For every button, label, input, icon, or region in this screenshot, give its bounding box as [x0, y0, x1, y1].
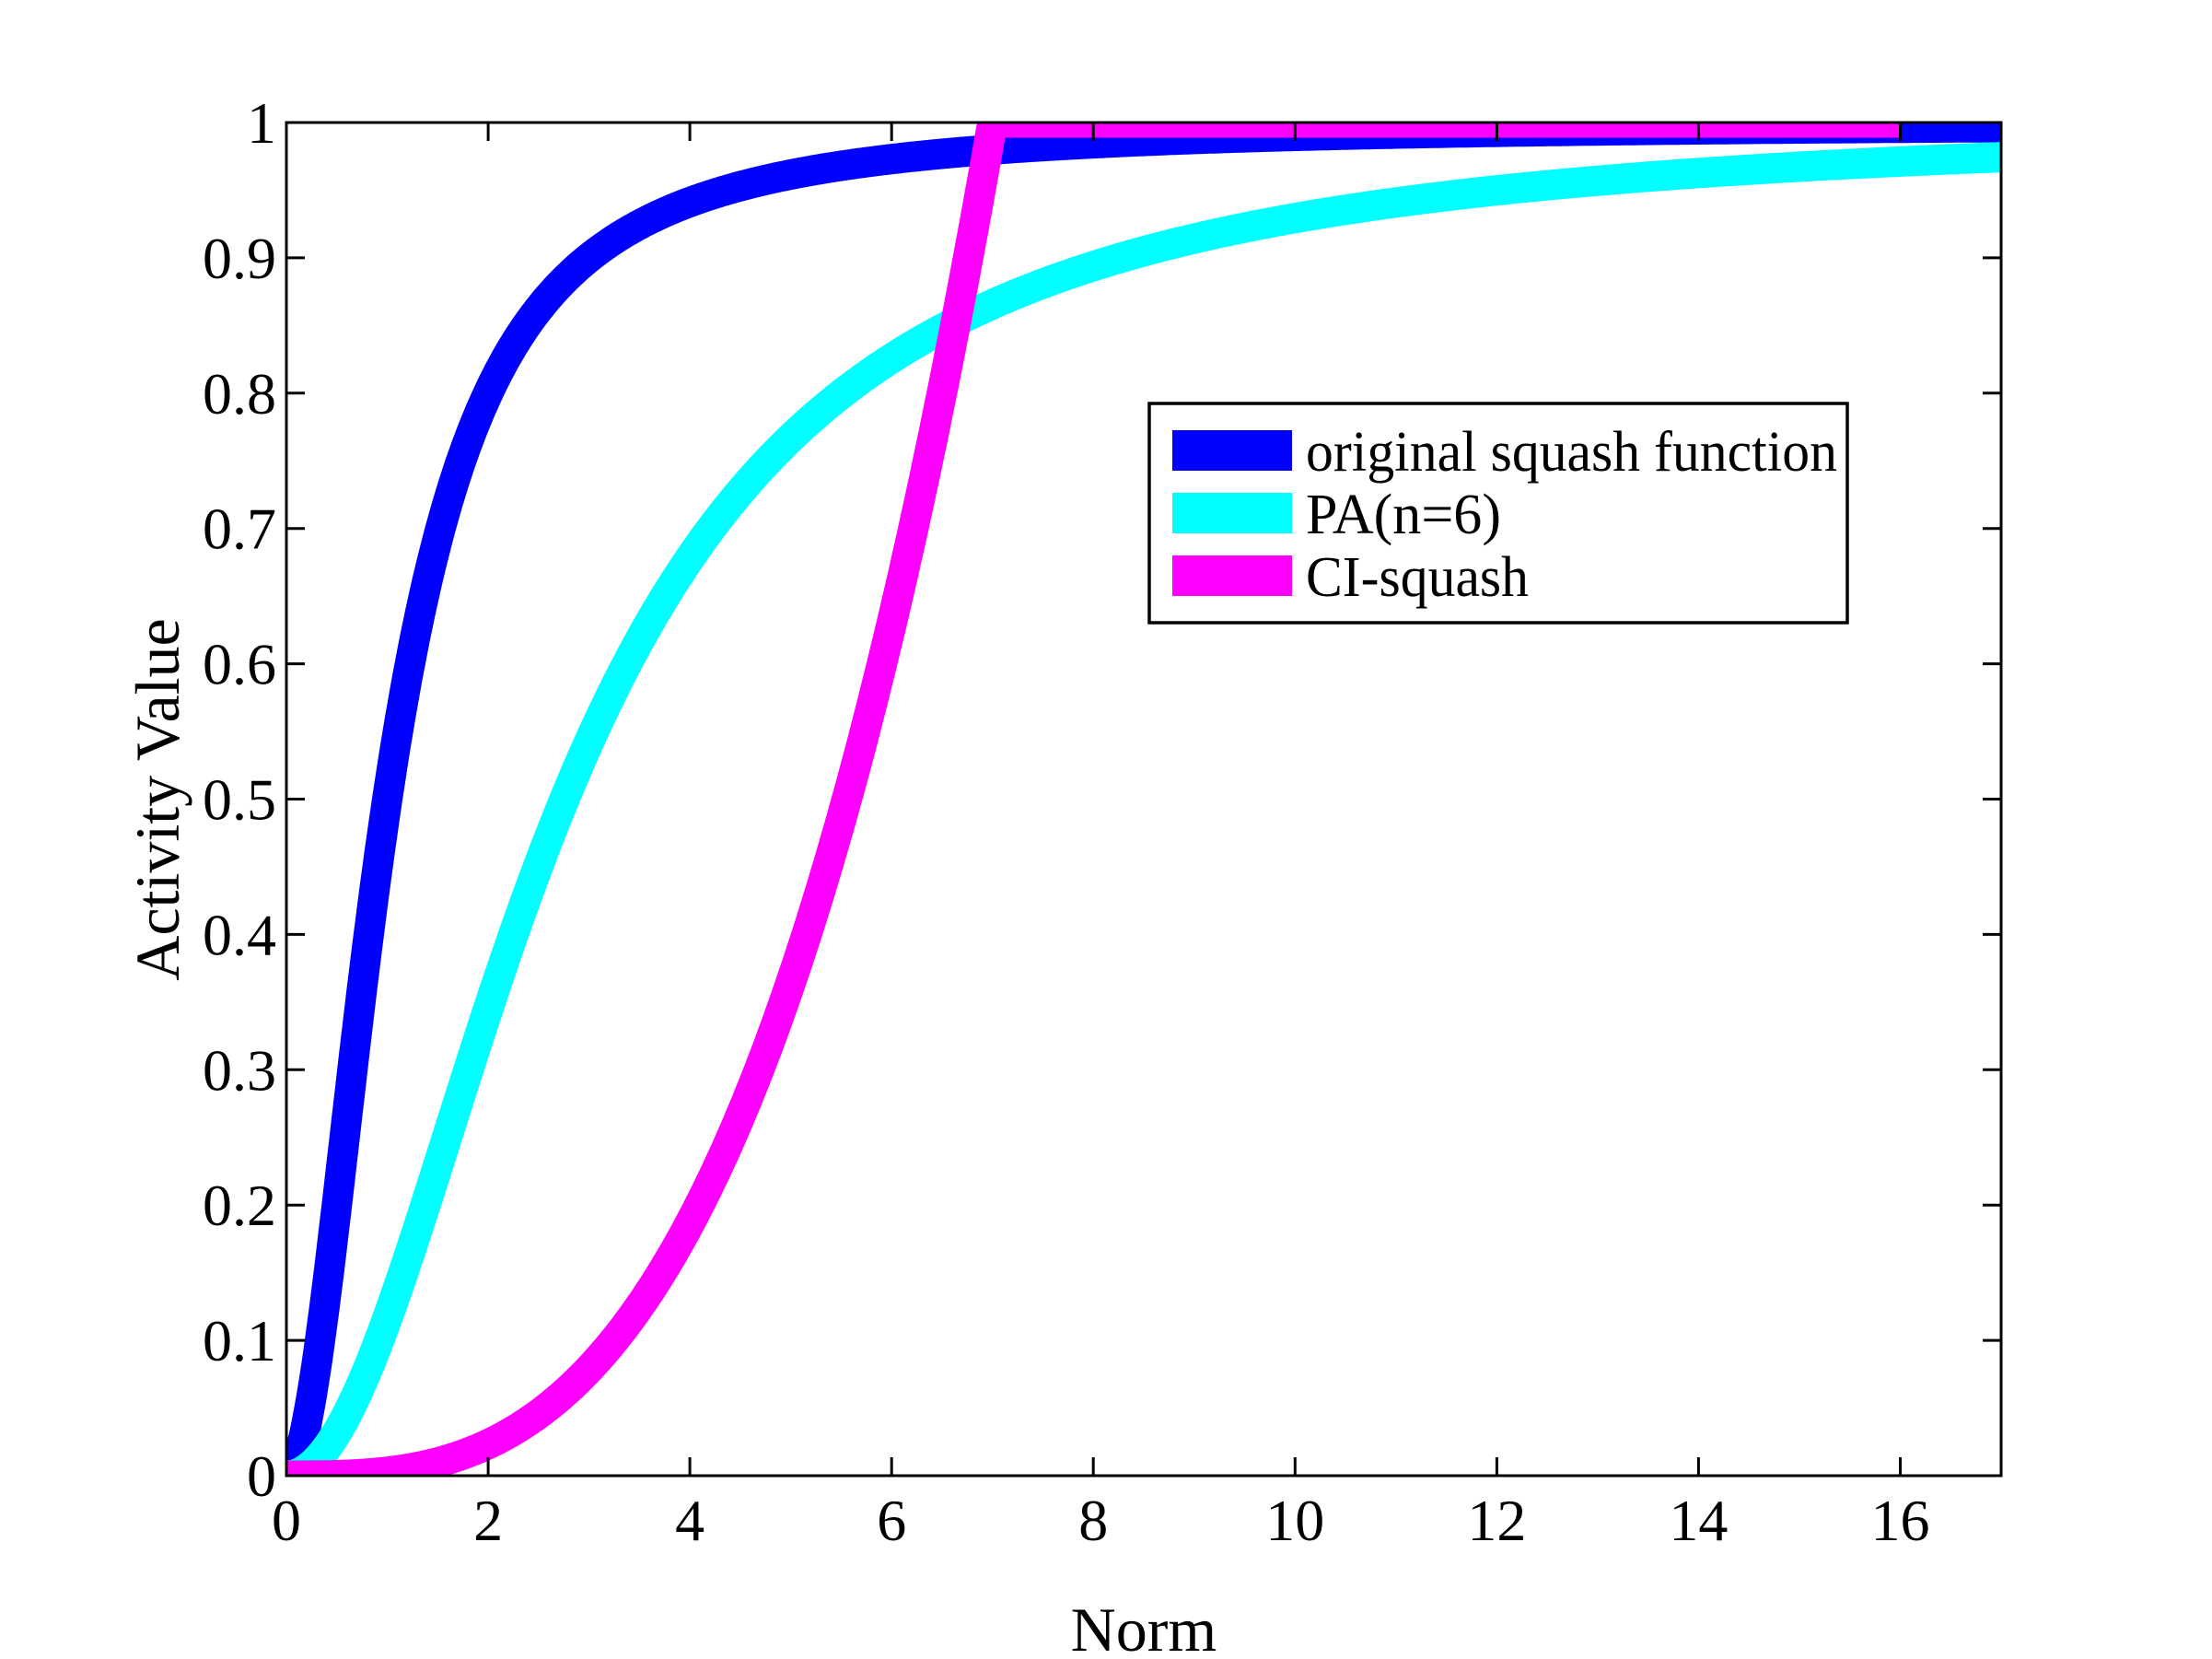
y-tick-label: 0.2	[203, 1173, 276, 1238]
x-axis-label: Norm	[1071, 1595, 1217, 1659]
x-tick-label: 2	[473, 1488, 503, 1553]
curve-ci-squash	[286, 123, 1914, 1476]
y-tick-label: 0.7	[203, 497, 276, 562]
axis-ticks	[285, 121, 2001, 1478]
curve-pa-n-6	[286, 142, 2001, 1476]
x-tick-label: 0	[272, 1488, 301, 1553]
y-tick-label: 1	[247, 90, 276, 156]
x-tick-label: 6	[877, 1488, 906, 1553]
legend-entry-label-pa-n-6: PA(n=6)	[1306, 484, 1501, 546]
x-tick-label: 8	[1078, 1488, 1108, 1553]
y-tick-label: 0.1	[203, 1308, 276, 1373]
x-tick-label: 12	[1467, 1488, 1526, 1553]
legend-entry-label-ci-squash: CI-squash	[1306, 546, 1529, 609]
y-tick-label: 0.9	[203, 226, 276, 291]
y-tick-labels: 0 0.1 0.2 0.3 0.4 0.5 0.6 0.7 0.8 0.9 1	[203, 90, 276, 1509]
y-tick-label: 0.5	[203, 767, 276, 833]
y-tick-label: 0.4	[203, 902, 276, 967]
curves-layer	[286, 123, 2001, 1476]
y-tick-label: 0	[247, 1443, 276, 1509]
y-tick-label: 0.8	[203, 361, 276, 426]
legend-swatch-ci-squash	[1172, 555, 1292, 596]
y-axis-label: Activity Value	[122, 618, 192, 980]
x-tick-label: 10	[1265, 1488, 1324, 1553]
legend-swatch-original-squash-function	[1172, 430, 1292, 471]
y-tick-label: 0.3	[203, 1037, 276, 1103]
legend-swatch-pa-n-6	[1172, 493, 1292, 533]
legend-entry-label-original-squash-function: original squash function	[1306, 421, 1837, 484]
x-tick-label: 16	[1871, 1488, 1930, 1553]
x-tick-label: 14	[1669, 1488, 1728, 1553]
y-tick-label: 0.6	[203, 632, 276, 697]
x-tick-label: 4	[675, 1488, 704, 1553]
x-tick-labels: 0 2 4 6 8 10 12 14 16	[272, 1488, 1930, 1553]
